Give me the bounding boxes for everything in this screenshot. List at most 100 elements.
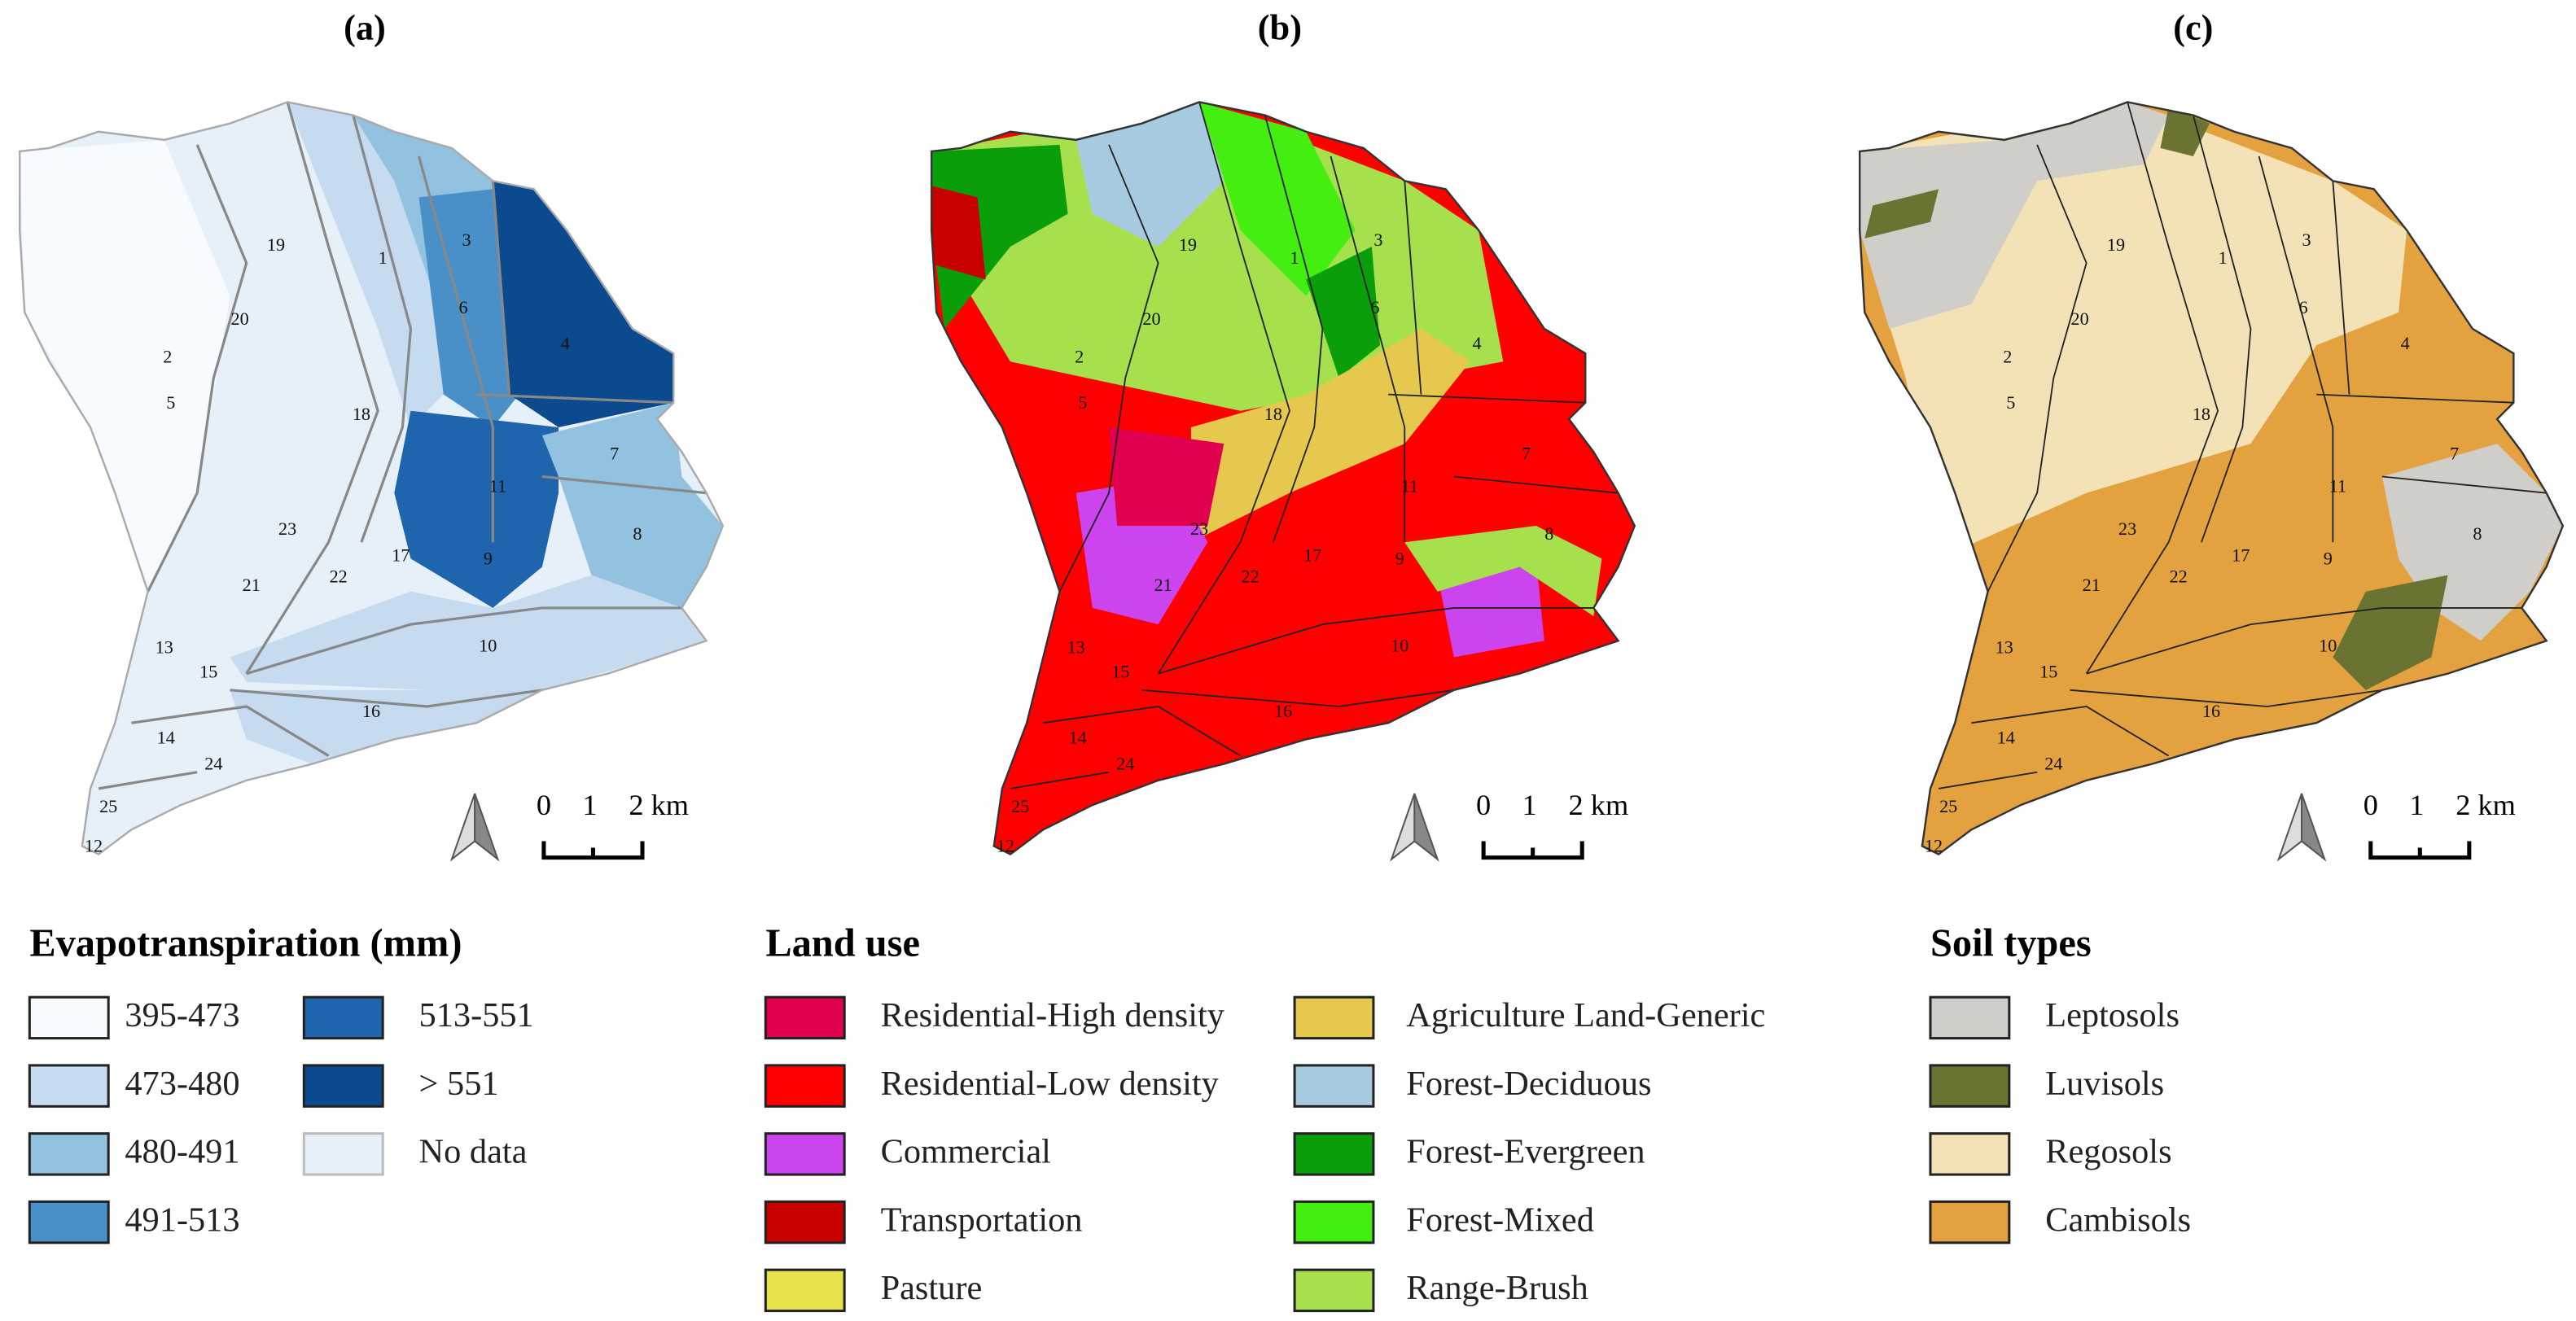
subbasin-label: 10 — [479, 635, 497, 655]
legend-swatch — [764, 1132, 846, 1176]
subbasin-label: 23 — [278, 518, 296, 539]
subbasin-label: 11 — [2329, 476, 2346, 496]
legend-label: > 551 — [419, 1065, 499, 1103]
subbasin-boundary — [131, 705, 330, 757]
subbasin-label: 9 — [484, 549, 493, 569]
subbasin-label: 18 — [1264, 404, 1282, 424]
region — [230, 575, 707, 690]
subbasin-boundary — [1938, 771, 2038, 790]
watershed-outline — [1859, 101, 2565, 856]
region — [394, 410, 559, 608]
legend-swatch — [1929, 1064, 2011, 1108]
region — [20, 139, 230, 592]
map-fill — [1860, 102, 2563, 855]
subbasin-label: 21 — [1154, 575, 1172, 595]
subbasin-boundary — [230, 689, 543, 708]
scale-bar — [2368, 841, 2472, 860]
subbasin-label: 23 — [2118, 518, 2136, 539]
subbasin-boundary — [1388, 393, 1586, 404]
subbasin-boundary — [1010, 771, 1110, 790]
subbasin-label: 22 — [2170, 566, 2188, 587]
subbasin-label: 9 — [2324, 549, 2333, 569]
legend-swatch — [764, 1200, 846, 1244]
region — [287, 102, 460, 427]
region — [931, 181, 986, 280]
subbasin-boundary — [1987, 144, 2088, 593]
legend-label: No data — [419, 1133, 528, 1171]
subbasin-boundary — [1264, 115, 1324, 543]
subbasin-boundary — [98, 771, 198, 790]
subbasin-label: 16 — [2202, 701, 2220, 721]
subbasin-label: 18 — [2193, 404, 2210, 424]
scale-label: 1 — [582, 789, 597, 821]
north-arrow — [1413, 793, 1439, 862]
region — [2160, 107, 2210, 157]
legend-swatch — [1293, 1268, 1375, 1313]
legend-label: Luvisols — [2045, 1065, 2164, 1103]
scale-label: 2 km — [1569, 789, 1629, 821]
subbasin-boundary — [2086, 607, 2522, 675]
legend-label: 395-473 — [125, 996, 239, 1034]
legend-swatch — [302, 995, 384, 1040]
subbasin-boundary — [1158, 607, 1594, 675]
subbasin-label: 2 — [2003, 346, 2012, 366]
legend-swatch — [1293, 1200, 1375, 1244]
subbasin-label: 18 — [353, 404, 370, 424]
legend-swatch — [302, 1064, 384, 1108]
subbasin-label: 16 — [362, 701, 380, 721]
legend-title: Soil types — [1930, 922, 2092, 965]
north-arrow — [2301, 793, 2327, 862]
panel-title: (c) — [2173, 7, 2213, 48]
legend-swatch — [28, 995, 110, 1040]
scale-bar — [541, 841, 645, 860]
subbasin-label: 5 — [166, 392, 175, 413]
scale-label: 0 — [2364, 789, 2378, 821]
subbasin-boundary — [1971, 706, 2170, 757]
scale-bar — [1481, 841, 1584, 860]
subbasin-boundary — [2258, 155, 2334, 543]
subbasin-label: 3 — [2302, 230, 2311, 250]
region — [1076, 102, 1224, 247]
subbasin-label: 2 — [163, 346, 172, 366]
subbasin-boundary — [1404, 181, 1422, 395]
scale-label: 1 — [2409, 789, 2424, 821]
scale-label: 0 — [537, 789, 551, 821]
panel-title: (a) — [344, 7, 386, 48]
subbasin-label: 12 — [997, 836, 1014, 856]
subbasin-label: 14 — [157, 727, 175, 747]
subbasin-label: 23 — [1190, 518, 1208, 539]
subbasin-boundary — [491, 181, 511, 395]
subbasin-label: 5 — [1078, 392, 1087, 413]
subbasin-label: 20 — [1142, 308, 1160, 329]
subbasin-label: 1 — [379, 247, 388, 268]
legend-swatch — [1929, 995, 2011, 1040]
subbasin-label: 13 — [1067, 636, 1085, 657]
subbasin-label: 5 — [2006, 392, 2015, 413]
legend-swatch — [764, 1064, 846, 1108]
subbasin-label: 1 — [2219, 247, 2228, 268]
legend-label: Commercial — [881, 1133, 1051, 1171]
subbasin-label: 20 — [231, 308, 249, 329]
subbasin-label: 14 — [1997, 727, 2015, 747]
subbasin-label: 9 — [1395, 549, 1404, 569]
legend-label: Forest-Deciduous — [1406, 1065, 1651, 1103]
subbasin-label: 7 — [2450, 443, 2459, 463]
subbasin-label: 6 — [2298, 297, 2307, 317]
legend-label: Residential-Low density — [881, 1065, 1220, 1103]
subbasin-label: 12 — [1925, 836, 1943, 856]
subbasin-label: 8 — [1544, 523, 1553, 544]
legend-swatch — [1293, 995, 1375, 1040]
region — [1860, 102, 2169, 329]
subbasin-label: 8 — [633, 523, 642, 544]
scale-label: 1 — [1522, 789, 1537, 821]
legend-swatch — [1293, 1064, 1375, 1108]
subbasin-boundary — [1330, 155, 1406, 543]
subbasin-label: 25 — [99, 796, 117, 816]
subbasin-label: 8 — [2473, 523, 2482, 544]
subbasin-boundary — [2192, 115, 2252, 543]
